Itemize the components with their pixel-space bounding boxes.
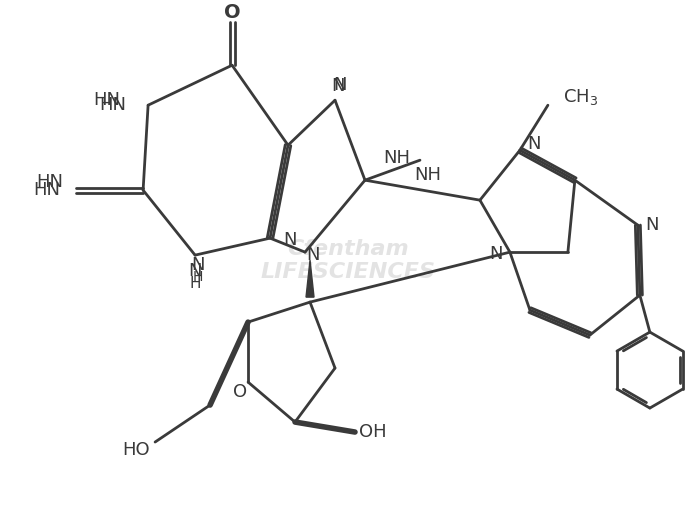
Text: N: N [306, 246, 319, 264]
Text: HN: HN [93, 91, 120, 109]
Text: HN: HN [33, 181, 60, 199]
Text: N: N [489, 245, 503, 263]
Text: N: N [333, 76, 347, 94]
Text: N: N [191, 256, 205, 274]
Text: HN: HN [99, 96, 126, 114]
Text: O: O [233, 383, 247, 401]
Text: OH: OH [359, 423, 387, 441]
Text: N: N [189, 262, 202, 280]
Text: N: N [645, 216, 658, 234]
Text: HN: HN [36, 173, 63, 191]
Text: N: N [331, 77, 345, 95]
Text: N: N [283, 231, 296, 249]
Text: N: N [527, 135, 541, 153]
Text: H: H [193, 270, 203, 284]
Text: NH: NH [383, 149, 411, 167]
Text: HO: HO [122, 441, 150, 459]
Text: CH$_3$: CH$_3$ [563, 87, 598, 107]
Text: H: H [189, 276, 201, 291]
Text: O: O [223, 3, 240, 22]
Text: Cfentham
LIFESCIENCES: Cfentham LIFESCIENCES [260, 239, 436, 282]
Polygon shape [306, 260, 314, 297]
Text: NH: NH [414, 166, 441, 184]
